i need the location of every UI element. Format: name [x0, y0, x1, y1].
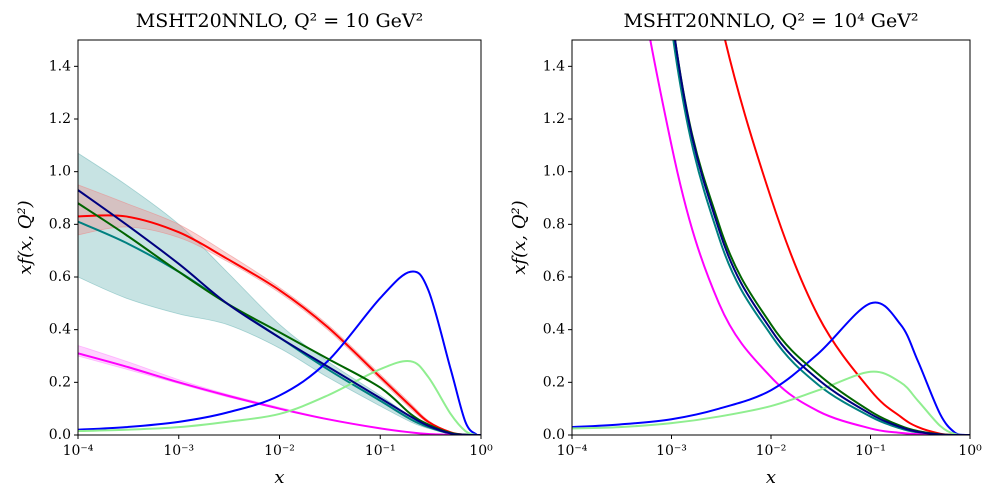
pdf-line	[572, 301, 970, 435]
plot-area	[572, 40, 970, 435]
y-tick-label: 0.8	[543, 216, 565, 232]
y-tick-label: 0.4	[543, 322, 565, 338]
x-tick-label: 10⁻²	[264, 443, 295, 459]
x-tick-label: 10⁻³	[656, 443, 687, 459]
x-tick-label: 10⁻⁴	[557, 443, 588, 459]
chart-title: MSHT20NNLO, Q² = 10 GeV²	[136, 10, 423, 32]
x-tick-label: 10⁻⁴	[63, 443, 94, 459]
pdf-line	[649, 40, 970, 435]
x-tick-label: 10⁰	[958, 443, 982, 459]
pdf-line	[572, 370, 970, 435]
x-tick-label: 10⁰	[469, 443, 493, 459]
error-band	[78, 152, 481, 435]
y-tick-label: 1.0	[543, 164, 565, 180]
y-tick-label: 0.2	[49, 374, 71, 390]
y-tick-label: 0.6	[543, 269, 565, 285]
x-axis-label: x	[766, 467, 776, 488]
y-tick-label: 1.4	[543, 58, 565, 74]
pdf-line	[78, 352, 481, 435]
y-tick-label: 0.4	[49, 322, 71, 338]
x-axis-label: x	[274, 467, 284, 488]
y-tick-label: 1.2	[49, 111, 71, 127]
x-tick-label: 10⁻¹	[365, 443, 396, 459]
y-axis-label: xf(x, Q²)	[509, 200, 530, 274]
x-tick-label: 10⁻²	[756, 443, 787, 459]
y-tick-label: 0.6	[49, 269, 71, 285]
y-tick-label: 0.2	[543, 374, 565, 390]
y-tick-label: 0.0	[543, 427, 565, 443]
error-band	[78, 184, 481, 435]
subplot: 0.0 0.2 0.4 0.6 0.8 1.0 1.2 1.4 10⁻⁴ 10⁻³ 10⁻² 10⁻¹…	[509, 10, 982, 488]
y-axis-label: xf(x, Q²)	[15, 200, 36, 274]
pdf-line	[78, 359, 481, 435]
chart-title: MSHT20NNLO, Q² = 10⁴ GeV²	[623, 10, 918, 32]
pdf-line	[674, 40, 970, 435]
y-tick-label: 1.2	[543, 111, 565, 127]
y-tick-label: 1.4	[49, 58, 71, 74]
pdf-line	[724, 40, 970, 435]
y-tick-label: 0.0	[49, 427, 71, 443]
x-tick-label: 10⁻¹	[855, 443, 886, 459]
y-tick-label: 0.8	[49, 216, 71, 232]
pdf-line	[78, 270, 481, 435]
pdf-line	[674, 40, 970, 435]
subplot: 0.0 0.2 0.4 0.6 0.8 1.0 1.2 1.4 10⁻⁴ 10⁻³ 10⁻² 10⁻¹…	[15, 10, 493, 488]
x-tick-label: 10⁻³	[163, 443, 194, 459]
y-tick-label: 1.0	[49, 164, 71, 180]
plot-area	[78, 152, 481, 435]
pdf-line	[672, 40, 970, 435]
